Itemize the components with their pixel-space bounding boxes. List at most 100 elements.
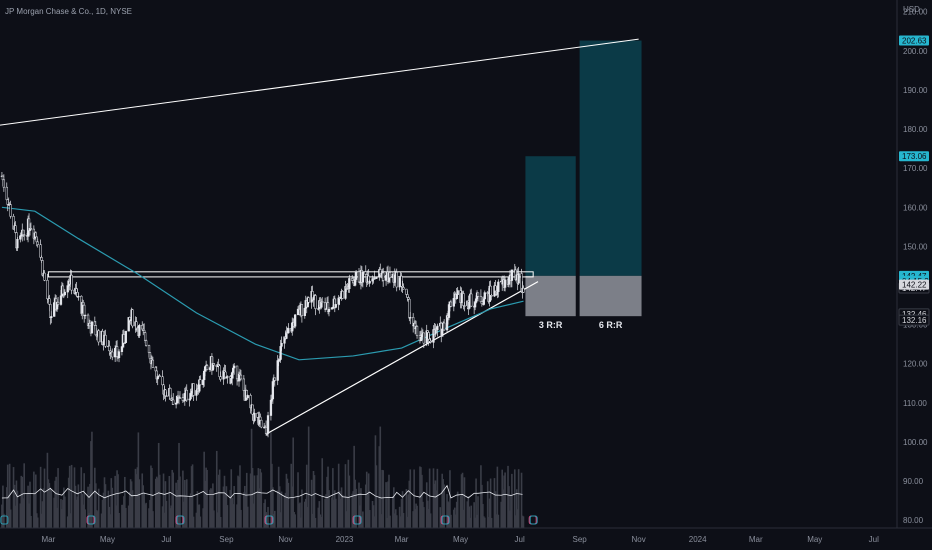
volume-bar bbox=[14, 505, 17, 528]
volume-bar bbox=[416, 505, 418, 528]
price-axis[interactable]: USD 210.00 200.00 190.00 180.00 170.00 160.00… bbox=[896, 0, 928, 528]
volume-bar bbox=[284, 492, 287, 528]
volume-bar bbox=[149, 499, 151, 528]
volume-bar bbox=[205, 467, 207, 528]
candle-body bbox=[16, 239, 19, 249]
volume-bar bbox=[30, 515, 32, 528]
volume-bar bbox=[231, 497, 234, 528]
event-marker bbox=[529, 515, 538, 525]
volume-bar bbox=[344, 464, 347, 528]
candle-body bbox=[39, 244, 42, 258]
volume-bar bbox=[148, 508, 150, 528]
volume-bar bbox=[428, 468, 431, 528]
volume-bar bbox=[312, 470, 315, 528]
candle-body bbox=[456, 290, 459, 295]
volume-bar bbox=[141, 473, 144, 528]
candle-body bbox=[429, 341, 432, 343]
volume-bar bbox=[66, 516, 69, 528]
volume-bar bbox=[57, 468, 59, 528]
candle-body bbox=[14, 225, 17, 233]
volume-bar bbox=[182, 470, 184, 528]
volume-bar bbox=[89, 483, 91, 528]
volume-bar bbox=[88, 512, 90, 528]
volume-bar bbox=[253, 475, 256, 528]
volume-pane bbox=[1, 426, 525, 528]
volume-bar bbox=[196, 491, 199, 528]
volume-bar bbox=[476, 514, 478, 528]
volume-bar bbox=[267, 506, 269, 528]
volume-bar bbox=[21, 476, 24, 528]
volume-bar bbox=[177, 479, 179, 528]
volume-bar bbox=[334, 498, 337, 528]
volume-bar bbox=[426, 500, 429, 528]
volume-bar bbox=[124, 507, 127, 528]
volume-bar bbox=[157, 442, 160, 528]
candle-body bbox=[341, 290, 344, 299]
volume-bar bbox=[176, 489, 178, 528]
volume-bar bbox=[340, 487, 343, 528]
volume-bar bbox=[204, 480, 206, 528]
candle-body bbox=[463, 305, 466, 307]
volume-bar bbox=[448, 502, 450, 528]
volume-bar bbox=[13, 484, 16, 528]
volume-bar bbox=[398, 506, 401, 528]
candle-body bbox=[388, 272, 392, 278]
price-tag-label: 132.16 bbox=[902, 316, 927, 325]
volume-bar bbox=[294, 514, 296, 528]
candle-body bbox=[452, 298, 455, 307]
volume-bar bbox=[184, 494, 187, 528]
volume-bar bbox=[36, 517, 39, 528]
volume-bar bbox=[413, 469, 415, 528]
volume-bar bbox=[341, 494, 344, 528]
volume-bar bbox=[91, 431, 93, 528]
candle-body bbox=[253, 412, 256, 421]
candle-body bbox=[34, 232, 37, 238]
candle-body bbox=[83, 304, 86, 317]
volume-bar bbox=[510, 494, 512, 528]
volume-bar bbox=[273, 513, 275, 528]
resistance-band bbox=[47, 271, 534, 278]
candle-body bbox=[327, 308, 331, 312]
candle-body bbox=[185, 389, 188, 401]
volume-bar bbox=[215, 450, 218, 528]
x-tick-label: Nov bbox=[632, 535, 646, 544]
volume-bar bbox=[184, 479, 186, 528]
price-tag bbox=[899, 35, 929, 46]
candle-body bbox=[56, 301, 60, 305]
volume-bar bbox=[216, 512, 219, 528]
time-axis[interactable]: Mar May Jul Sep Nov 2023 Mar May Jul Sep Nov 2024 Ma… bbox=[0, 527, 932, 544]
candle-body bbox=[266, 415, 270, 434]
candle-body bbox=[84, 314, 87, 317]
volume-bar bbox=[117, 474, 119, 528]
volume-bar bbox=[138, 479, 141, 528]
candle-body bbox=[382, 272, 385, 281]
volume-bar bbox=[190, 466, 193, 528]
volume-bar bbox=[229, 489, 232, 528]
volume-bar bbox=[158, 474, 161, 528]
volume-bar bbox=[423, 507, 425, 528]
candle-body bbox=[205, 365, 209, 370]
candle-body bbox=[307, 297, 310, 303]
moving-average-layer bbox=[1, 206, 524, 361]
volume-bar bbox=[393, 487, 395, 528]
volume-bar bbox=[362, 511, 364, 528]
volume-bar bbox=[311, 513, 314, 528]
volume-bar bbox=[361, 516, 363, 528]
volume-bar bbox=[504, 472, 506, 528]
candle-body bbox=[321, 301, 324, 303]
volume-bar bbox=[33, 471, 35, 528]
candle-body bbox=[199, 379, 202, 385]
candle-body bbox=[90, 321, 94, 334]
volume-bar bbox=[310, 479, 313, 528]
volume-bar bbox=[239, 465, 241, 528]
volume-bar bbox=[111, 487, 114, 528]
y-tick-label: 80.00 bbox=[903, 516, 924, 525]
volume-bar bbox=[493, 478, 496, 528]
volume-bar bbox=[198, 504, 201, 528]
volume-bar bbox=[206, 469, 208, 528]
volume-bar bbox=[175, 482, 177, 528]
y-tick-label: 200.00 bbox=[903, 47, 928, 56]
volume-bar bbox=[2, 485, 4, 528]
volume-bar bbox=[74, 485, 77, 528]
